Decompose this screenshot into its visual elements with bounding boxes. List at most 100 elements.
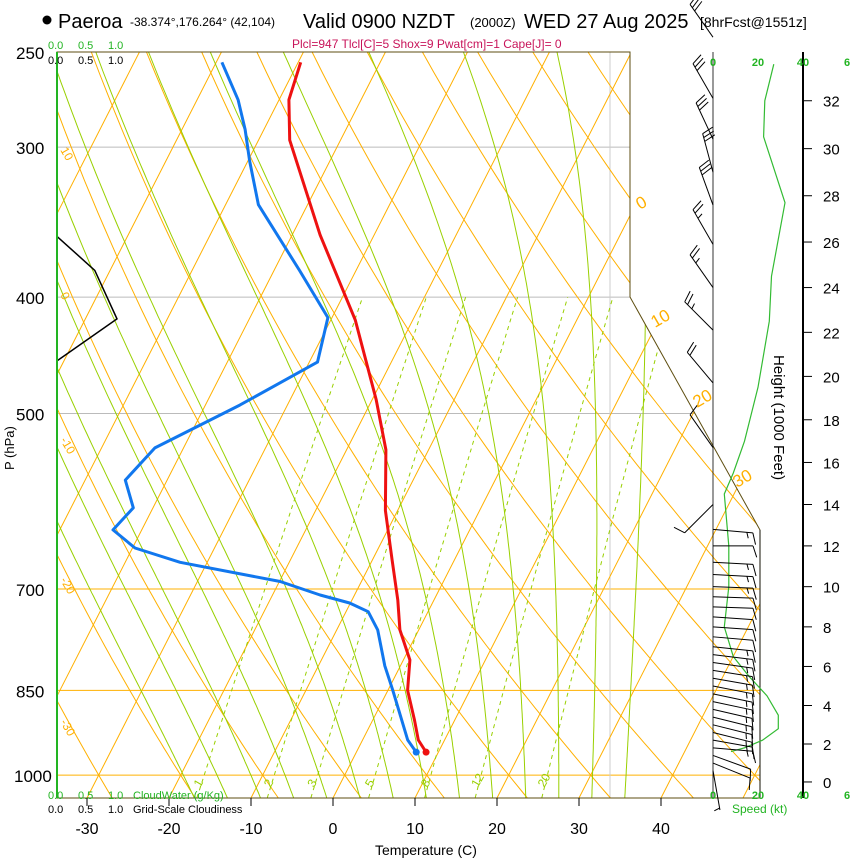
dewpoint-line [111,61,418,754]
wind-barb-staff [712,574,753,578]
wind-barb-staff [712,747,753,752]
wind-barb-half-feather [745,716,748,724]
dry-adiabat-line [57,52,284,798]
wind-barb-staff [712,754,751,770]
speed-tick-bottom: 20 [752,790,764,802]
cloudiness-tick-bottom: 0.0 [48,804,63,816]
wind-barb [712,662,756,680]
wind-barb [712,561,757,577]
wind-barb [689,244,714,288]
speed-tick-top: 20 [752,57,764,69]
pressure-tick-label: 400 [16,289,44,308]
dry-adiabat-label: -10 [57,435,78,457]
surface-temperature-point [422,748,430,756]
moist-adiabat-line [57,52,363,798]
y-axis-label: P (hPa) [2,426,17,470]
wind-barb-feather [687,293,694,305]
wind-barb [712,669,755,689]
x-axis-label: Temperature (C) [375,842,477,858]
wind-barb [712,616,757,632]
wind-barb-half-feather [746,576,749,583]
speed-axis-label: Speed (kt) [732,802,787,816]
dry-adiabat-label: 10 [57,145,76,164]
wind-barb-staff [712,724,752,735]
wind-barb-staff [712,716,752,728]
dry-adiabat-line [57,52,451,798]
wind-barb-feather [694,203,704,214]
wind-barb-half-feather [745,692,748,699]
wind-barb-staff [712,596,753,599]
mixing-ratio-label: 5 [362,776,378,789]
wind-barb-staff [698,167,714,206]
wind-barb-feather [689,244,698,256]
mixing-ratio-line [193,297,364,798]
moist-adiabat-line [57,52,265,798]
wind-barb [712,701,754,722]
moist-adiabat-line [95,52,396,798]
wind-barb-feather [691,248,700,259]
speed-tick-top: 0 [710,57,716,69]
temp-tick-label: 0 [329,821,338,838]
wind-barb-feather [696,61,706,71]
station-marker-icon [42,15,52,25]
forecast-info: [8hrFcst@1551z] [700,14,807,30]
wind-barb-feather [694,57,704,68]
cloudwater-tick-bottom: 0.5 [78,790,93,802]
wind-barb [712,770,721,812]
cloudwater-label: CloudWater (g/Kg) [133,790,224,802]
isotherm-label: 30 [730,466,756,492]
valid-time: Valid 0900 NZDT [303,11,455,33]
wind-barb-half-feather [746,667,749,674]
wind-barb-feather [752,587,757,600]
wind-barb-feather [751,709,754,722]
wind-barb-feather [689,404,698,416]
cloudiness-tick-top: 0.0 [48,55,63,67]
wind-barb-staff [684,301,714,331]
mixing-ratio-line [264,297,427,798]
isotherm-line [656,52,760,798]
wind-barb-feather [689,344,697,356]
height-tick-label: 12 [823,539,840,556]
wind-barb-staff [712,654,753,661]
dry-adiabat-line [410,52,760,798]
wind-barb-feather [694,1,703,12]
cloudwater-tick-top: 0.0 [48,40,63,52]
valid-date: WED 27 Aug 2025 [524,11,689,33]
moist-adiabat-line [209,52,461,798]
wind-barb-staff [712,662,753,669]
wind-barb [712,574,757,589]
height-tick-label: 10 [823,580,840,597]
mixing-ratio-label: 20 [535,771,554,790]
temp-tick-label: -10 [239,821,262,838]
wind-barb [684,290,714,331]
isotherm-line [164,52,561,798]
wind-barb [712,708,754,731]
wind-barb [712,754,752,782]
wind-barb-half-feather [746,563,749,570]
height-tick-label: 30 [823,142,840,159]
wind-barb [712,716,754,739]
moist-adiabat-line [282,52,494,798]
wind-barb [713,545,758,558]
wind-barb-feather [752,676,755,689]
wind-barb-feather [752,598,757,610]
wind-barb-half-feather [745,708,748,715]
wind-barb-staff [712,636,753,641]
wind-barb [712,606,757,620]
isotherm-line [574,52,760,798]
height-tick-label: 14 [823,497,840,514]
speed-tick-bottom: 0 [710,790,716,802]
wind-barb-feather [751,718,754,731]
mixing-ratio-label: 1 [191,776,207,789]
height-tick-label: 8 [823,620,831,637]
wind-barb [712,596,757,610]
station-name: Paeroa [58,11,123,33]
wind-barb-feather [751,702,754,715]
wind-barb-feather [752,545,758,558]
dry-adiabat-label: -20 [57,575,78,597]
wind-barb [673,504,714,534]
wind-barb-staff [712,701,753,711]
temp-tick-label: 30 [570,821,588,838]
